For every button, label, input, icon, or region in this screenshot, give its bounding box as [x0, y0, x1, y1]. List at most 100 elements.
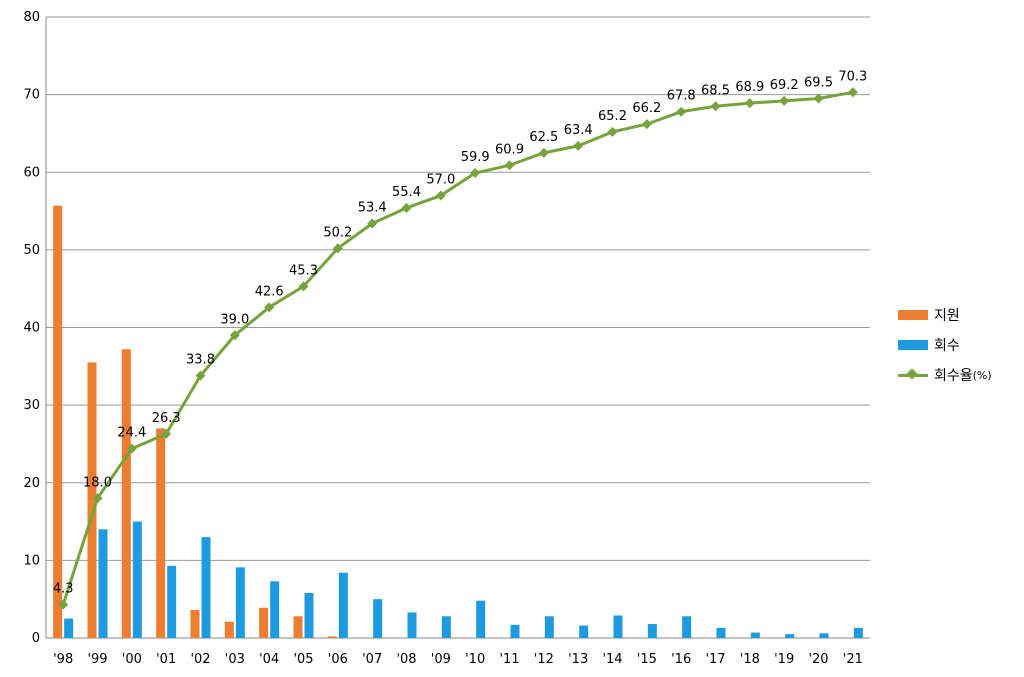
line-marker — [538, 147, 549, 158]
bar-recovery — [716, 627, 726, 638]
bar-recovery — [98, 529, 108, 638]
line-marker — [676, 106, 687, 117]
bar-recovery — [304, 592, 314, 638]
legend-label-recovery-rate: 회수율 — [934, 368, 973, 384]
x-tick-label: '08 — [396, 652, 416, 667]
line-marker — [470, 168, 481, 179]
bar-recovery — [270, 581, 280, 638]
bar-recovery — [373, 599, 383, 638]
data-label: 60.9 — [495, 142, 524, 157]
data-label: 45.3 — [289, 263, 318, 278]
data-label: 50.2 — [323, 225, 352, 240]
data-label: 70.3 — [838, 69, 867, 84]
line-marker — [641, 119, 652, 130]
line-marker — [504, 160, 515, 171]
line-marker — [744, 98, 755, 109]
data-label: 33.8 — [186, 353, 215, 368]
x-tick-label: '11 — [499, 652, 519, 667]
legend-item-support: 지원 — [898, 300, 992, 330]
bar-recovery — [750, 632, 760, 638]
bars — [53, 205, 863, 638]
line-marker — [264, 302, 275, 313]
legend-item-recovery-rate: 회수율 (%) — [898, 360, 992, 390]
x-tick-label: '19 — [774, 652, 794, 667]
x-tick-label: '00 — [122, 652, 142, 667]
line-marker — [92, 493, 103, 504]
data-label: 59.9 — [461, 150, 490, 165]
data-label: 26.3 — [152, 411, 181, 426]
bar-support — [87, 362, 97, 638]
data-label: 24.4 — [117, 426, 146, 441]
bar-support — [224, 621, 234, 638]
bar-recovery — [235, 567, 245, 638]
data-label: 55.4 — [392, 185, 421, 200]
data-label: 65.2 — [598, 109, 627, 124]
x-tick-label: '98 — [53, 652, 73, 667]
data-label: 69.5 — [804, 76, 833, 91]
bar-recovery — [167, 565, 177, 638]
x-tick-label: '18 — [740, 652, 760, 667]
x-tick-label: '10 — [465, 652, 485, 667]
legend-swatch-support — [898, 310, 928, 320]
y-tick-label: 80 — [23, 10, 40, 25]
x-tick-label: '01 — [156, 652, 176, 667]
bar-recovery — [476, 600, 486, 638]
line-marker — [195, 370, 206, 381]
bar-recovery — [544, 616, 554, 638]
data-label: 4.3 — [53, 582, 74, 597]
x-tick-label: '21 — [843, 652, 863, 667]
x-axis: '98 '99 '00 '01 '02 '03 '04 '05 '06 '07 '08 '09 '10 '… — [53, 652, 863, 667]
bar-recovery — [441, 616, 451, 638]
y-tick-label: 0 — [32, 631, 40, 646]
data-label: 39.0 — [220, 312, 249, 327]
bar-recovery — [647, 624, 657, 638]
x-tick-label: '99 — [87, 652, 107, 667]
x-tick-label: '16 — [671, 652, 691, 667]
data-label: 69.2 — [770, 78, 799, 93]
bar-recovery — [613, 615, 623, 638]
line-marker — [332, 243, 343, 254]
bar-recovery — [64, 618, 74, 638]
bar-recovery — [853, 627, 863, 638]
bar-support — [190, 610, 200, 638]
line-path — [61, 90, 854, 606]
bar-recovery — [785, 634, 795, 638]
legend-label-support: 지원 — [934, 308, 960, 324]
data-label: 53.4 — [358, 200, 387, 215]
y-axis: 0 10 20 30 40 50 60 70 80 — [23, 10, 47, 646]
line-marker — [573, 140, 584, 151]
bar-support — [259, 607, 269, 638]
bar-recovery — [819, 633, 829, 638]
bar-recovery — [579, 625, 589, 638]
x-tick-label: '13 — [568, 652, 588, 667]
bar-recovery — [510, 624, 520, 638]
x-tick-label: '05 — [293, 652, 313, 667]
data-label: 63.4 — [564, 123, 593, 138]
line-marker — [126, 443, 137, 454]
data-labels: 4.3 18.0 24.4 26.3 33.8 39.0 42.6 45.3 50.2 53.4 5… — [53, 69, 867, 596]
bar-support — [156, 428, 166, 638]
line-marker — [710, 101, 721, 112]
x-tick-label: '09 — [431, 652, 451, 667]
legend-line-marker — [898, 368, 928, 380]
data-label: 42.6 — [255, 284, 284, 299]
y-tick-label: 50 — [23, 243, 40, 258]
bar-support — [327, 636, 337, 638]
x-tick-label: '06 — [328, 652, 348, 667]
y-tick-label: 40 — [23, 321, 40, 336]
line-marker — [229, 330, 240, 341]
legend: 지원 회수 회수율 (%) — [898, 300, 992, 390]
y-tick-label: 60 — [23, 165, 40, 180]
x-tick-label: '03 — [225, 652, 245, 667]
legend-label-recovery-rate-unit: (%) — [972, 368, 992, 382]
bar-recovery — [682, 616, 692, 638]
bar-recovery — [132, 521, 142, 638]
bar-support — [121, 349, 131, 638]
bar-support — [53, 205, 63, 638]
x-tick-label: '02 — [190, 652, 210, 667]
data-label: 68.9 — [735, 80, 764, 95]
data-label: 57.0 — [426, 173, 455, 188]
recovery-rate-line — [58, 87, 858, 610]
x-tick-label: '15 — [637, 652, 657, 667]
x-tick-label: '04 — [259, 652, 279, 667]
